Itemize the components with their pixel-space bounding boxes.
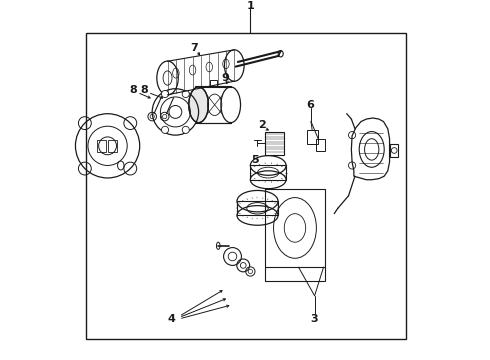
Circle shape: [162, 126, 169, 134]
Bar: [250, 166, 286, 180]
Text: 8: 8: [129, 85, 137, 95]
Circle shape: [182, 90, 189, 98]
Circle shape: [162, 90, 169, 98]
Text: 7: 7: [191, 43, 198, 53]
Text: 6: 6: [306, 100, 314, 110]
Bar: [307, 130, 318, 144]
Circle shape: [182, 126, 189, 134]
Text: 1: 1: [246, 1, 254, 10]
Text: 3: 3: [311, 314, 319, 324]
Bar: [390, 144, 398, 157]
Ellipse shape: [189, 87, 208, 123]
Text: 9: 9: [221, 73, 229, 83]
Bar: [108, 140, 117, 152]
Bar: [265, 131, 284, 155]
Bar: [317, 139, 325, 151]
Bar: [210, 80, 217, 87]
Bar: [86, 33, 406, 339]
Text: 4: 4: [168, 314, 176, 324]
Text: 8: 8: [141, 85, 148, 95]
Text: 2: 2: [258, 120, 266, 130]
Bar: [237, 201, 278, 215]
Bar: [97, 140, 106, 152]
Bar: [265, 189, 325, 267]
Text: 5: 5: [251, 155, 259, 165]
